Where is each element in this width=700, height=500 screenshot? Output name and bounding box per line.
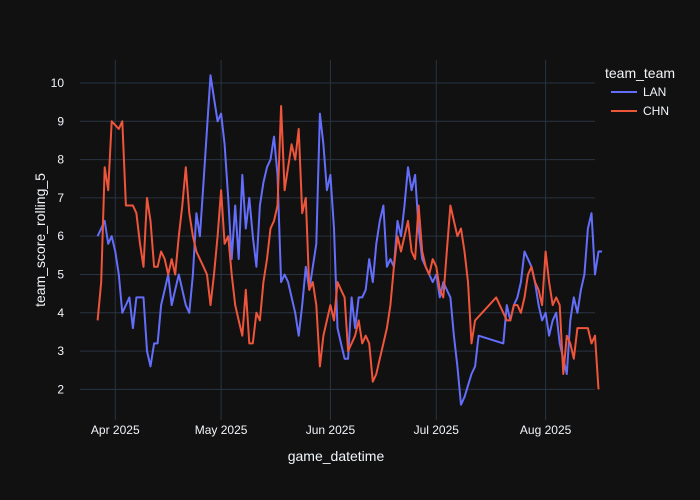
y-tick-label: 6 — [57, 229, 64, 243]
y-tick-label: 4 — [57, 306, 64, 320]
legend-label: CHN — [643, 104, 669, 118]
y-tick-label: 7 — [57, 191, 64, 205]
x-tick-label: May 2025 — [195, 423, 248, 437]
x-tick-label: Jun 2025 — [306, 423, 356, 437]
tick-labels: 2 3 4 5 6 7 8 9 10 Apr 2025 May 2025 Jun 2025 Jul 20… — [51, 76, 572, 437]
series-line-chn — [96, 105, 600, 390]
series-lines — [96, 74, 603, 406]
y-tick-label: 10 — [51, 76, 65, 90]
x-tick-label: Jul 2025 — [414, 423, 460, 437]
x-tick-label: Aug 2025 — [520, 423, 572, 437]
x-axis-label: game_datetime — [288, 448, 385, 464]
y-axis-label: team_score_rolling_5 — [32, 173, 48, 307]
legend-items: LAN CHN — [611, 85, 669, 118]
y-tick-label: 2 — [57, 382, 64, 396]
y-tick-label: 9 — [57, 114, 64, 128]
y-tick-label: 5 — [57, 267, 64, 281]
x-tick-label: Apr 2025 — [91, 423, 140, 437]
series-line-lan — [96, 74, 603, 406]
y-tick-label: 8 — [57, 153, 64, 167]
legend-label: LAN — [643, 85, 666, 99]
legend: team_team LAN CHN — [605, 65, 675, 118]
y-tick-label: 3 — [57, 344, 64, 358]
legend-title: team_team — [605, 65, 675, 81]
